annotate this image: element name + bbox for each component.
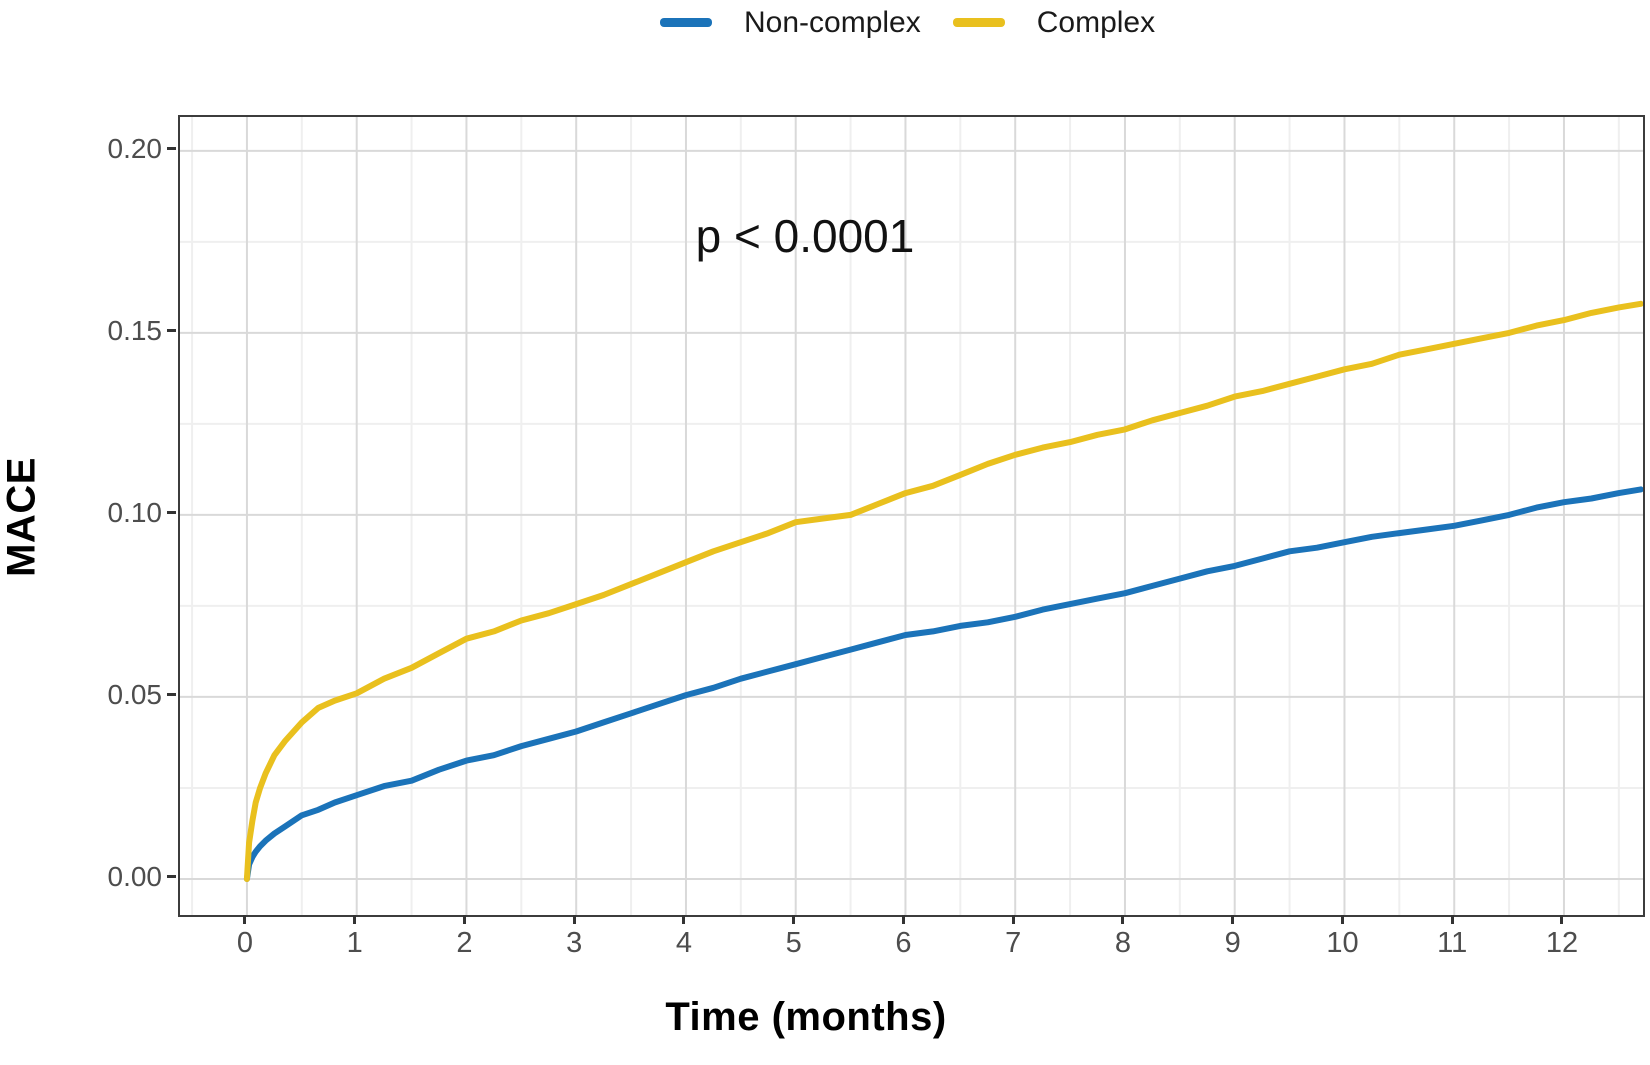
x-tick-label: 2 — [456, 927, 473, 959]
y-tick-label: 0.15 — [107, 314, 163, 346]
x-tick-label: 0 — [236, 927, 254, 959]
x-tick-label: 3 — [566, 927, 583, 959]
x-tick-mark — [353, 915, 357, 924]
y-tick-mark — [167, 511, 176, 515]
legend: Non-complex Complex — [660, 0, 1155, 45]
x-tick-mark — [1231, 915, 1235, 924]
x-tick-mark — [462, 915, 466, 924]
x-tick-mark — [792, 915, 796, 924]
y-tick-label: 0.05 — [107, 678, 163, 710]
x-tick-mark — [1340, 915, 1344, 924]
complex-curve — [243, 300, 1643, 882]
y-tick-mark — [167, 693, 176, 697]
x-tick-label: 10 — [1326, 927, 1359, 959]
x-tick-label: 4 — [675, 927, 693, 959]
x-tick-label: 7 — [1005, 927, 1022, 959]
legend-label-complex: Complex — [1036, 5, 1156, 39]
x-tick-label: 6 — [895, 927, 912, 959]
x-tick-mark — [243, 915, 247, 924]
complex-line-swatch-icon — [952, 18, 1005, 27]
y-tick-mark — [167, 875, 176, 879]
y-tick-label: 0.00 — [107, 860, 163, 892]
x-tick-mark — [1121, 915, 1125, 924]
x-tick-label: 1 — [346, 927, 363, 959]
x-tick-mark — [1450, 915, 1454, 924]
x-tick-mark — [901, 915, 905, 924]
x-tick-mark — [1560, 915, 1564, 924]
plot-panel — [178, 115, 1645, 917]
y-tick-label: 0.10 — [107, 496, 163, 528]
x-tick-label: 11 — [1437, 927, 1468, 959]
x-tick-mark — [682, 915, 686, 924]
x-axis-title: Time (months) — [665, 995, 947, 1039]
y-tick-mark — [167, 329, 176, 333]
non-complex-line-swatch-icon — [660, 18, 712, 27]
plot-canvas — [180, 117, 1643, 915]
legend-item-complex: Complex — [952, 5, 1156, 39]
x-tick-label: 5 — [785, 927, 802, 959]
non-complex-curve — [243, 486, 1643, 882]
y-axis-title: MACE — [0, 457, 44, 577]
x-tick-label: 9 — [1224, 927, 1241, 959]
x-tick-label: 12 — [1545, 927, 1579, 959]
x-tick-label: 8 — [1114, 927, 1132, 959]
legend-label-non-complex: Non-complex — [744, 5, 921, 39]
y-tick-label: 0.20 — [107, 132, 163, 164]
x-tick-mark — [572, 915, 576, 924]
p-value-annotation: p < 0.0001 — [695, 210, 915, 262]
legend-item-non-complex: Non-complex — [660, 5, 921, 39]
y-tick-mark — [167, 147, 176, 151]
x-tick-mark — [1011, 915, 1015, 924]
